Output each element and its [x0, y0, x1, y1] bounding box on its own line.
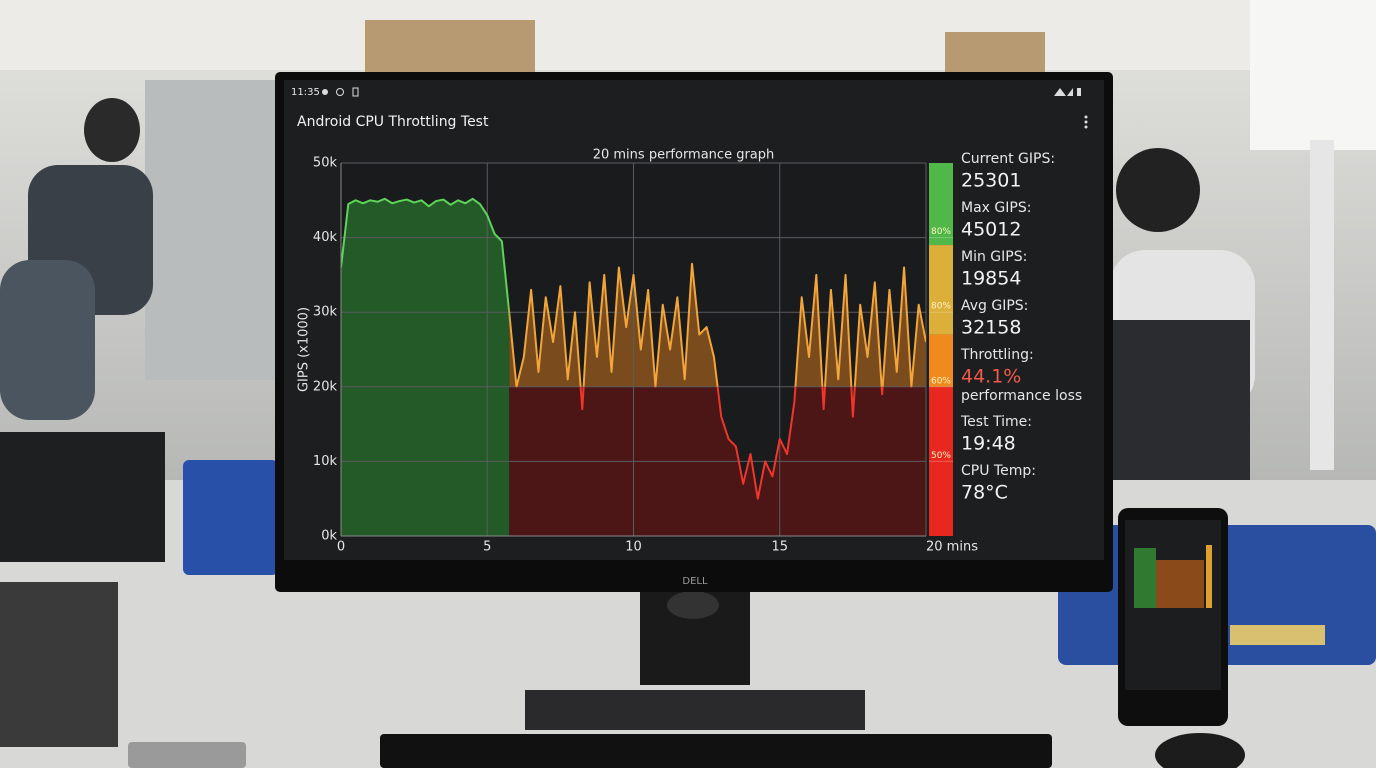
x-tick-label: 15 [771, 540, 788, 555]
stat-label: Test Time: [960, 414, 1032, 430]
y-tick-label: 40k [313, 230, 338, 245]
person [0, 260, 95, 420]
stats-panel: Current GIPS: 25301 Max GIPS: 45012 Min GIPS… [960, 151, 1082, 504]
status-icon [322, 89, 328, 95]
scale-segment [929, 245, 953, 335]
status-icon [352, 87, 359, 97]
menu-button[interactable] [1084, 120, 1088, 124]
stat-label: CPU Temp: [961, 463, 1036, 479]
stat-value: 19854 [961, 268, 1021, 290]
lamp-arm [1310, 140, 1334, 470]
scale-label: 80% [931, 227, 951, 237]
y-tick-label: 0k [321, 529, 337, 544]
stat-label: Throttling: [960, 347, 1034, 363]
scale-segment [929, 163, 953, 246]
x-tick-label: 0 [337, 540, 345, 555]
app-title: Android CPU Throttling Test [297, 114, 489, 130]
y-tick-label: 10k [313, 454, 338, 469]
stat-label: Current GIPS: [961, 151, 1055, 167]
scale-label: 80% [931, 302, 951, 312]
y-tick-label: 30k [313, 305, 338, 320]
monitor-base [525, 690, 865, 730]
stat-value: 19:48 [961, 433, 1016, 455]
y-tick-label: 20k [313, 379, 338, 394]
status-icon [336, 88, 344, 96]
monitor-brand: DELL [682, 576, 708, 587]
person [84, 98, 140, 162]
chart-title: 20 mins performance graph [593, 148, 775, 163]
phone-graph [1156, 560, 1204, 608]
shelf [145, 80, 275, 380]
battery-icon [1077, 88, 1081, 96]
stat-label: Min GIPS: [961, 249, 1027, 265]
scale-segment [929, 386, 953, 536]
stat-value: 32158 [961, 317, 1021, 339]
stat-note: performance loss [961, 388, 1082, 404]
person [1116, 148, 1200, 232]
stat-value: 78°C [961, 482, 1008, 504]
scale-segment [929, 334, 953, 387]
stat-label: Max GIPS: [961, 200, 1031, 216]
x-tick-label: 10 [625, 540, 642, 555]
ceiling [0, 0, 1376, 70]
stat-value: 45012 [961, 219, 1021, 241]
box [365, 20, 535, 75]
signal-icon [1067, 88, 1073, 96]
box [945, 32, 1045, 74]
line [341, 197, 510, 323]
wifi-icon [1054, 88, 1066, 96]
area [341, 198, 510, 536]
sponge [1230, 625, 1325, 645]
x-tick-label: 20 mins [926, 540, 978, 555]
phone-graph [1206, 545, 1212, 608]
menu-button[interactable] [1084, 115, 1088, 119]
y-tick-label: 50k [313, 156, 338, 171]
x-tick-label: 5 [483, 540, 491, 555]
chart: 20 mins performance graph GIPS (x1000) 0k 1… [297, 148, 979, 555]
menu-button[interactable] [1084, 125, 1088, 129]
device [128, 742, 246, 768]
power-supply [0, 432, 165, 562]
mouse [1155, 733, 1245, 768]
chair [1110, 320, 1250, 480]
stat-value: 25301 [961, 170, 1021, 192]
keyboard [380, 734, 1052, 768]
stat-label: Avg GIPS: [961, 298, 1028, 314]
y-axis-label: GIPS (x1000) [297, 307, 312, 392]
monitor-hole [667, 591, 719, 619]
phone-graph [1134, 548, 1156, 608]
scale-label: 50% [931, 451, 951, 461]
line [509, 262, 926, 387]
window [1250, 0, 1376, 150]
instrument [0, 582, 118, 747]
status-time: 11:35 [291, 87, 320, 98]
stat-value: 44.1% [961, 366, 1021, 388]
soldering-station [183, 460, 278, 575]
scale-label: 60% [931, 376, 951, 386]
